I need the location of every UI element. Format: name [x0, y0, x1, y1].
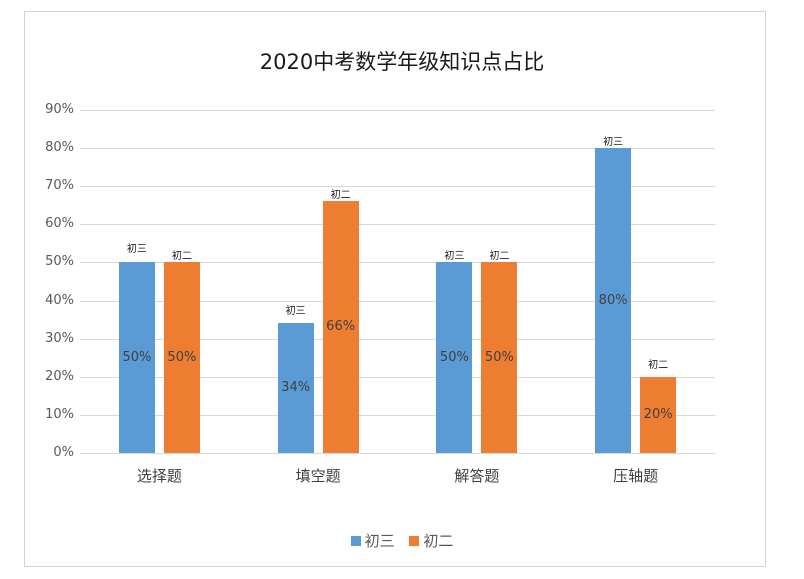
legend-swatch-orange	[409, 535, 420, 546]
bar-series-label: 初二	[171, 251, 192, 263]
bar-value-label: 50%	[167, 349, 197, 365]
bar-初二-选择题[interactable]: 50%	[163, 262, 200, 453]
x-tick-label: 填空题	[295, 467, 341, 485]
bar-series-label: 初三	[444, 251, 465, 263]
y-tick-label: 60%	[45, 216, 74, 232]
plot-area: 0% 10% 20% 30% 40% 50% 60% 70% 80% 90% 50% 初三 50% 初二 3…	[45, 102, 715, 460]
bar-series-label: 初三	[603, 137, 624, 149]
gridline	[80, 262, 715, 264]
legend-label: 初三	[364, 532, 395, 550]
y-tick-label: 80%	[45, 140, 74, 156]
bar-value-label: 34%	[281, 380, 311, 396]
y-tick-label: 10%	[45, 406, 74, 422]
bar-初三-解答题[interactable]: 50%	[436, 262, 473, 453]
bar-初三-选择题[interactable]: 50%	[118, 262, 155, 453]
legend: 初三 初二	[0, 530, 804, 551]
legend-item-series-2[interactable]: 初二	[409, 530, 453, 551]
y-tick-label: 70%	[45, 178, 74, 194]
bar-value-label: 80%	[598, 292, 628, 308]
gridline	[80, 338, 715, 340]
bar-value-label: 66%	[326, 319, 356, 335]
x-tick-label: 解答题	[454, 467, 500, 485]
gridline	[80, 453, 715, 454]
x-tick-label: 选择题	[136, 467, 182, 485]
y-tick-label: 90%	[45, 102, 74, 117]
gridline	[80, 300, 715, 302]
bar-series-label: 初二	[330, 190, 351, 202]
bar-series-label: 初三	[285, 306, 306, 318]
bar-初三-填空题[interactable]: 34%	[277, 323, 314, 453]
bar-初二-压轴题[interactable]: 20%	[640, 376, 677, 453]
gridline	[80, 376, 715, 378]
bar-初二-解答题[interactable]: 50%	[481, 262, 518, 453]
gridline	[80, 110, 715, 111]
bar-初三-压轴题[interactable]: 80%	[595, 148, 632, 453]
bar-value-label: 50%	[122, 349, 152, 365]
legend-swatch-blue	[350, 535, 361, 546]
y-tick-label: 30%	[45, 330, 74, 346]
chart-title: 2020中考数学年级知识点占比	[259, 50, 545, 74]
legend-label: 初二	[423, 532, 454, 550]
legend-item-series-1[interactable]: 初三	[350, 530, 395, 551]
gridline	[80, 414, 715, 416]
y-tick-label: 20%	[45, 368, 74, 384]
y-tick-label: 0%	[53, 445, 74, 460]
gridline	[80, 148, 715, 150]
bar-value-label: 50%	[484, 349, 514, 365]
bar-series-label: 初二	[489, 251, 510, 263]
gridline	[80, 224, 715, 226]
bar-series-label: 初二	[648, 359, 669, 371]
x-tick-label: 压轴题	[613, 467, 659, 485]
y-tick-label: 40%	[45, 292, 74, 308]
y-tick-label: 50%	[45, 254, 74, 270]
gridline	[80, 186, 715, 188]
bar-value-label: 50%	[439, 349, 469, 365]
bar-初二-填空题[interactable]: 66%	[322, 201, 359, 453]
bar-value-label: 20%	[643, 406, 673, 422]
bar-series-label: 初三	[126, 244, 147, 256]
